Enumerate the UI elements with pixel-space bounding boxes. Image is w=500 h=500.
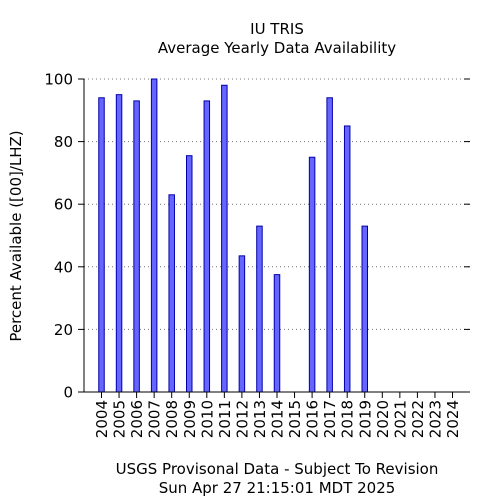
bar-2007 [150,78,158,393]
x-tick-label: 2006 [128,400,146,438]
bar-2016 [308,156,316,393]
y-tick-label: 40 [54,258,73,276]
x-tick-label: 2005 [111,400,129,438]
bars-group [98,78,368,393]
x-tick-label: 2017 [321,400,339,438]
footer-disclaimer: USGS Provisonal Data - Subject To Revisi… [116,460,439,478]
x-tick-label: 2016 [304,400,322,438]
bar-2006 [133,100,140,393]
y-axis-label: Percent Available ([00]/LHZ) [7,130,25,341]
x-tick-label: 2023 [426,400,444,438]
bar-2013 [256,225,263,393]
y-tick-label: 0 [63,384,73,402]
x-tick-label: 2022 [409,400,427,438]
bar-2004 [98,97,105,393]
y-tick-label: 100 [44,71,73,89]
x-tick-label: 2024 [444,400,462,438]
x-tick-label: 2008 [163,400,181,438]
x-tick-label: 2012 [233,400,251,438]
y-tick-label: 60 [54,196,73,214]
x-tick-label: 2010 [198,400,216,438]
x-tick-label: 2021 [391,400,409,438]
x-tick-label: 2019 [356,400,374,438]
bar-2009 [186,155,193,393]
bar-2008 [168,194,175,393]
chart-subtitle: Average Yearly Data Availability [158,39,396,57]
bar-2018 [343,125,351,393]
y-tick-label: 20 [54,321,73,339]
bar-2019 [361,225,368,393]
footer-timestamp: Sun Apr 27 21:15:01 MDT 2025 [159,479,396,497]
chart-title: IU TRIS [250,20,304,38]
x-tick-label: 2015 [286,400,304,438]
bar-2012 [238,255,246,393]
bar-2005 [115,94,123,393]
x-tick-label: 2009 [181,400,199,438]
x-tick-label: 2014 [269,400,287,438]
bar-2010 [203,100,211,393]
x-tick-label: 2011 [216,400,234,438]
x-tick-label: 2020 [374,400,392,438]
x-tick-label: 2013 [251,400,269,438]
bar-2014 [273,274,281,393]
y-tick-label: 80 [54,133,73,151]
x-tick-label: 2004 [93,400,111,438]
y-axis-ticks: 0 20 40 60 80 100 [44,71,470,402]
x-tick-label: 2007 [146,400,164,438]
bar-2017 [326,97,333,393]
x-axis-ticks: 2004 2005 2006 2007 2008 2009 2010 2011 2012 2013… [93,392,462,438]
x-tick-label: 2018 [339,400,357,438]
bar-2011 [221,84,228,393]
